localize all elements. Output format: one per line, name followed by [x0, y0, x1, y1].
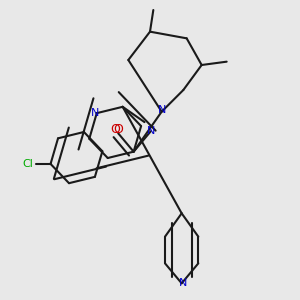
Text: N: N: [147, 126, 155, 136]
Text: Cl: Cl: [22, 159, 33, 169]
Text: O: O: [110, 124, 120, 136]
Text: N: N: [91, 108, 99, 118]
Text: N: N: [179, 278, 188, 288]
Text: O: O: [113, 124, 123, 136]
Text: N: N: [158, 105, 166, 115]
